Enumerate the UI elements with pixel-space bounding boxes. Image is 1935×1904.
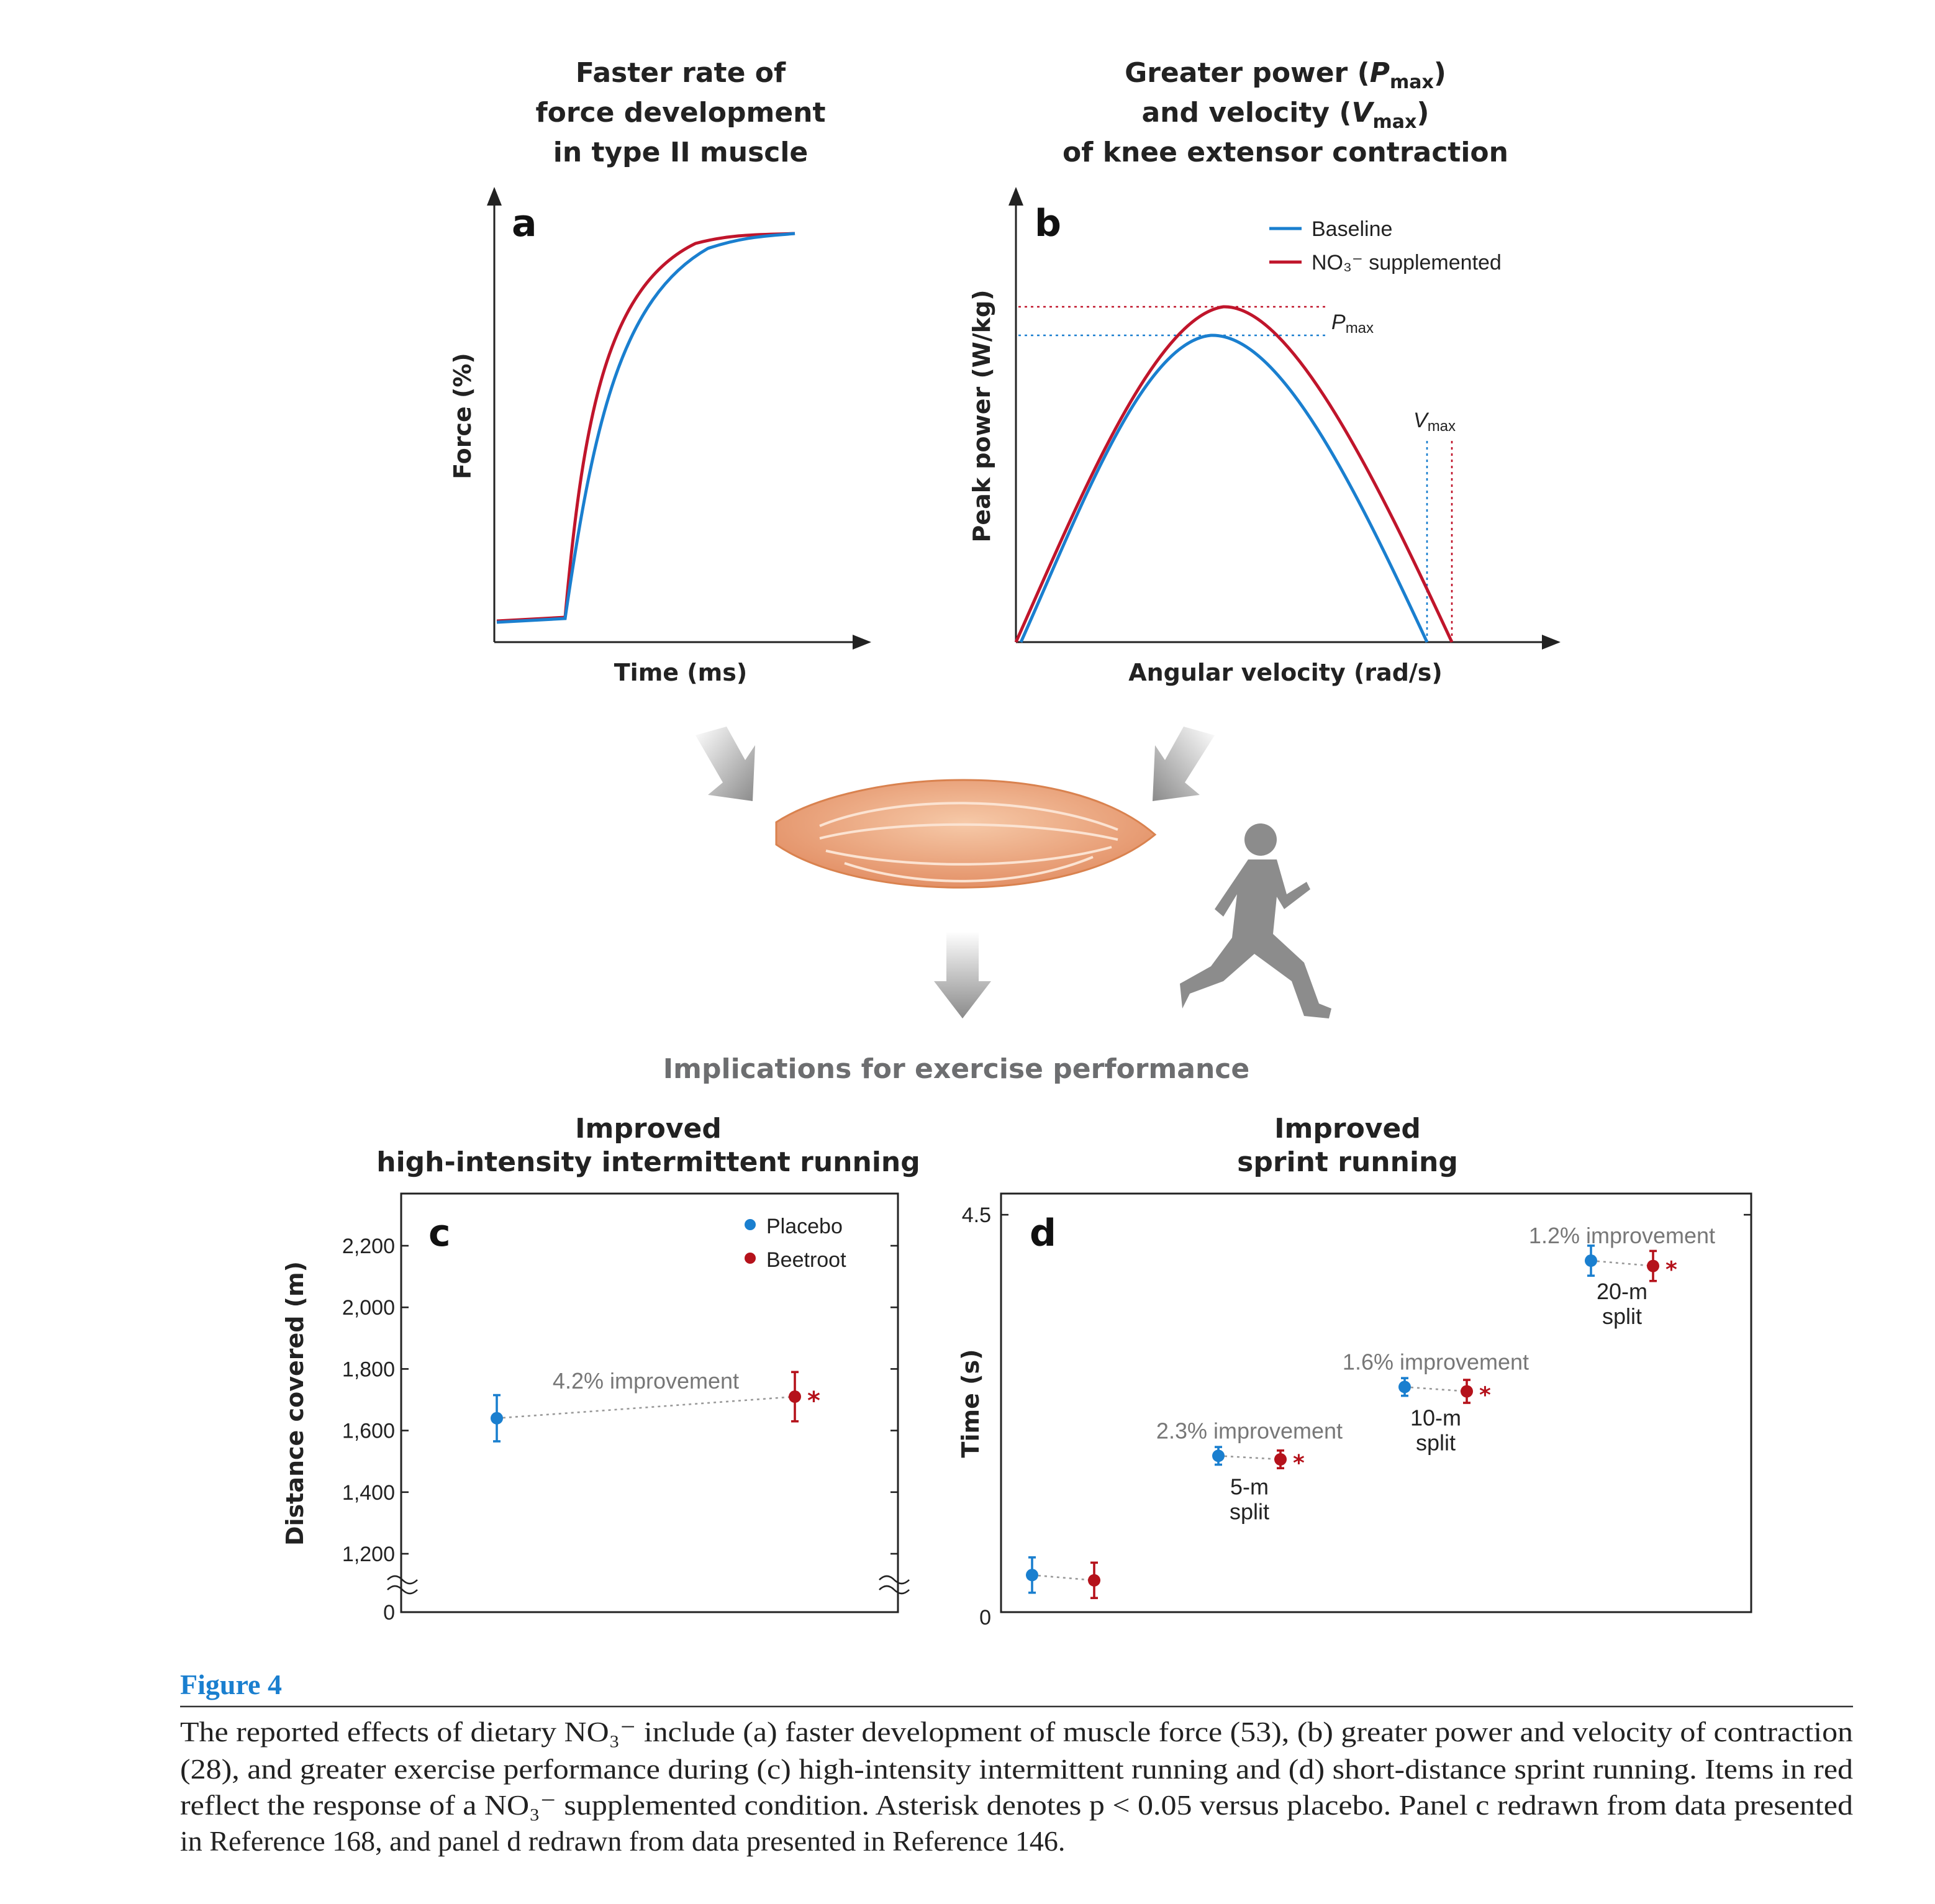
panel-b: Greater power (Pmax) and velocity (Vmax)… [968, 57, 1561, 686]
panel-a-title-line: Faster rate of [576, 57, 786, 89]
figure-caption: Figure 4 The reported effects of dietary… [180, 1669, 1853, 1857]
y-axis-label: Distance covered (m) [281, 1261, 309, 1546]
panel-c-title-line: Improved [575, 1113, 722, 1145]
caption-line: reflect the response of a NO₃⁻ supplemen… [180, 1789, 1853, 1821]
panel-a-title-line: force development [535, 97, 825, 129]
connector-line [1404, 1386, 1467, 1392]
y-tick-label: 0 [979, 1606, 991, 1630]
panel-label-d: d [1030, 1212, 1056, 1255]
arrow-down-icon [934, 932, 991, 1018]
split-label: 5-m [1230, 1474, 1269, 1499]
y-axis-label: Peak power (W/kg) [968, 290, 995, 543]
panel-label-a: a [512, 202, 537, 245]
caption-line: (28), and greater exercise performance d… [180, 1753, 1853, 1785]
improvement-label: 4.2% improvement [553, 1368, 739, 1394]
y-tick-label: 1,200 [342, 1543, 395, 1566]
y-axis-label: Force (%) [449, 353, 476, 479]
panel-c-title-line: high-intensity intermittent running [376, 1146, 920, 1178]
legend-supplemented: NO₃⁻ supplemented [1312, 251, 1502, 274]
legend-beetroot-dot [745, 1253, 756, 1264]
improvement-label: 2.3% improvement [1156, 1418, 1343, 1443]
arrow-icon [1153, 727, 1215, 801]
plot-frame [400, 1192, 899, 1613]
significance-asterisk: * [807, 1387, 820, 1415]
baseline-curve [496, 232, 795, 624]
baseline-curve [1019, 333, 1429, 643]
beetroot-point [1461, 1385, 1473, 1398]
connector-line [1031, 1574, 1095, 1582]
panel-d: Improved sprint running d Time (s) 4.5 0 *… [957, 1113, 1752, 1630]
x-axis-label: Time (ms) [614, 659, 748, 686]
split-label: 20-m [1597, 1279, 1647, 1304]
y-tick-label: 0 [383, 1601, 395, 1625]
runner-icon [1180, 823, 1331, 1018]
panel-label-b: b [1035, 202, 1061, 245]
panel-a-title-line: in type II muscle [553, 137, 809, 168]
connector-line [1218, 1455, 1281, 1461]
axis-break-icon [387, 1575, 910, 1595]
caption-line: in Reference 168, and panel d redrawn fr… [180, 1825, 1065, 1857]
split-label: split [1602, 1303, 1642, 1329]
panel-d-title-line: Improved [1274, 1113, 1421, 1145]
figure-label: Figure 4 [180, 1669, 282, 1700]
plot-frame [1000, 1192, 1752, 1613]
y-tick-label: 1,600 [342, 1420, 395, 1443]
legend-placebo: Placebo [766, 1215, 843, 1238]
supplemented-curve [496, 232, 795, 623]
connector-line [496, 1395, 795, 1420]
split-label: split [1416, 1430, 1456, 1455]
panel-b-title-line: and velocity (Vmax) [1141, 97, 1429, 133]
placebo-point [491, 1412, 503, 1425]
legend-placebo-dot [745, 1219, 756, 1230]
x-axis-label: Angular velocity (rad/s) [1128, 659, 1443, 686]
pmax-label: Pmax [1331, 311, 1374, 337]
panel-b-title-line: Greater power (Pmax) [1125, 57, 1446, 93]
connector-line [1590, 1259, 1654, 1267]
y-tick-label: 2,200 [342, 1235, 395, 1258]
y-tick-label: 4.5 [962, 1204, 991, 1227]
split-label: split [1230, 1498, 1269, 1524]
panel-a: Faster rate of force development in type… [449, 57, 871, 686]
improvement-label: 1.6% improvement [1343, 1349, 1529, 1374]
panel-c: Improved high-intensity intermittent run… [281, 1113, 920, 1625]
legend-baseline: Baseline [1312, 217, 1392, 241]
placebo-point [1026, 1569, 1038, 1582]
vmax-label: Vmax [1413, 409, 1456, 435]
implications-heading: Implications for exercise performance [663, 1053, 1249, 1085]
significance-asterisk: * [1665, 1258, 1677, 1283]
significance-asterisk: * [1479, 1383, 1491, 1408]
placebo-point [1212, 1449, 1225, 1462]
split-label: 10-m [1410, 1405, 1461, 1430]
placebo-point [1398, 1380, 1411, 1394]
y-tick-label: 2,000 [342, 1296, 395, 1320]
improvement-label: 1.2% improvement [1529, 1223, 1715, 1248]
beetroot-point [1647, 1259, 1659, 1272]
y-axis-label: Time (s) [957, 1349, 984, 1458]
beetroot-point [1088, 1574, 1100, 1587]
y-tick-label: 1,800 [342, 1358, 395, 1381]
muscle-icon [775, 779, 1157, 889]
panel-d-title-line: sprint running [1237, 1146, 1458, 1178]
panel-label-c: c [428, 1212, 451, 1255]
placebo-point [1585, 1254, 1597, 1267]
legend-beetroot: Beetroot [766, 1248, 846, 1272]
arrow-icon [696, 727, 755, 801]
beetroot-point [1274, 1453, 1287, 1466]
illustration: Implications for exercise performance [663, 727, 1331, 1085]
supplemented-curve [1014, 305, 1454, 643]
beetroot-point [789, 1390, 801, 1403]
caption-line: The reported effects of dietary NO₃⁻ inc… [180, 1716, 1853, 1748]
panel-b-title-line: of knee extensor contraction [1063, 137, 1508, 168]
significance-asterisk: * [1293, 1451, 1305, 1476]
y-tick-label: 1,400 [342, 1481, 395, 1505]
